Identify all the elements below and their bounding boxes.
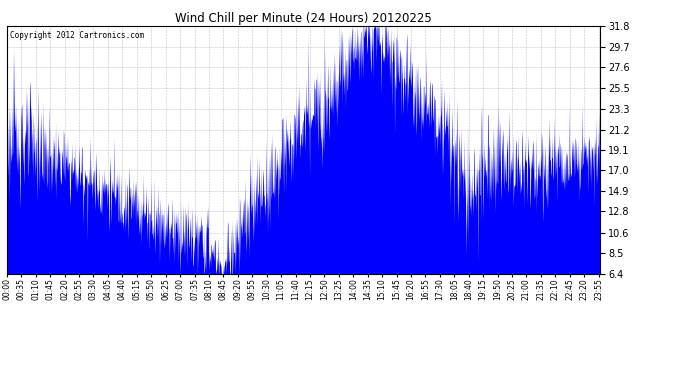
Title: Wind Chill per Minute (24 Hours) 20120225: Wind Chill per Minute (24 Hours) 2012022… — [175, 12, 432, 25]
Text: Copyright 2012 Cartronics.com: Copyright 2012 Cartronics.com — [10, 31, 144, 40]
